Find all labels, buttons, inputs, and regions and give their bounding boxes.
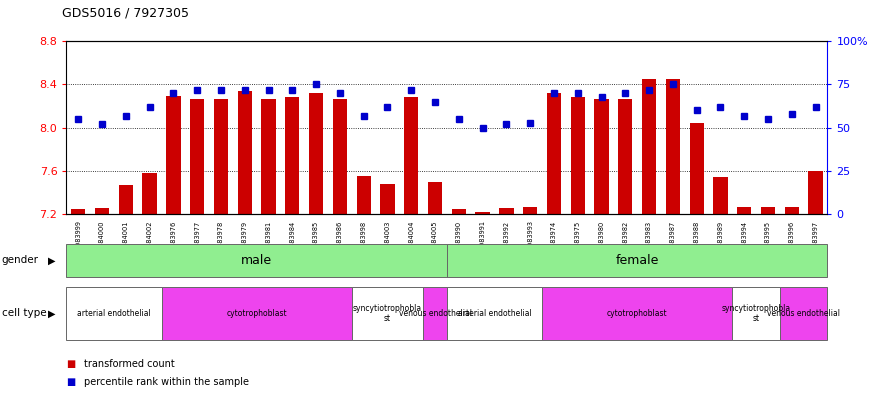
Bar: [237, 91, 252, 214]
Bar: [357, 176, 371, 214]
Bar: [309, 93, 323, 214]
Bar: [190, 99, 204, 214]
Bar: [523, 207, 537, 214]
Text: arterial endothelial: arterial endothelial: [458, 309, 531, 318]
Text: syncytiotrophobla
st: syncytiotrophobla st: [721, 304, 790, 323]
Text: arterial endothelial: arterial endothelial: [77, 309, 150, 318]
Text: transformed count: transformed count: [84, 358, 175, 369]
Bar: [737, 207, 751, 214]
Text: female: female: [615, 254, 659, 267]
Bar: [423, 287, 447, 340]
Bar: [404, 97, 419, 214]
Bar: [542, 287, 733, 340]
Text: ■: ■: [66, 358, 75, 369]
Text: syncytiotrophobla
st: syncytiotrophobla st: [353, 304, 422, 323]
Bar: [66, 244, 447, 277]
Bar: [95, 208, 109, 214]
Bar: [261, 99, 276, 214]
Bar: [785, 207, 799, 214]
Bar: [119, 185, 133, 214]
Bar: [381, 184, 395, 214]
Bar: [428, 182, 442, 214]
Text: cytotrophoblast: cytotrophoblast: [227, 309, 287, 318]
Text: male: male: [241, 254, 273, 267]
Bar: [547, 93, 561, 214]
Bar: [761, 207, 775, 214]
Bar: [451, 209, 466, 214]
Bar: [618, 99, 633, 214]
Bar: [642, 79, 656, 214]
Bar: [142, 173, 157, 214]
Bar: [71, 209, 85, 214]
Bar: [285, 97, 299, 214]
Text: cell type: cell type: [2, 309, 46, 318]
Text: gender: gender: [2, 255, 39, 265]
Bar: [214, 99, 228, 214]
Text: venous endothelial: venous endothelial: [767, 309, 840, 318]
Bar: [666, 79, 680, 214]
Bar: [475, 212, 489, 214]
Text: percentile rank within the sample: percentile rank within the sample: [84, 377, 249, 387]
Bar: [499, 208, 513, 214]
Text: ▶: ▶: [48, 309, 55, 318]
Bar: [571, 97, 585, 214]
Bar: [780, 287, 827, 340]
Bar: [595, 99, 609, 214]
Bar: [447, 287, 542, 340]
Bar: [809, 171, 823, 214]
Bar: [161, 287, 352, 340]
Text: ■: ■: [66, 377, 75, 387]
Text: cytotrophoblast: cytotrophoblast: [607, 309, 667, 318]
Bar: [166, 96, 181, 214]
Text: ▶: ▶: [48, 255, 55, 265]
Bar: [352, 287, 423, 340]
Bar: [447, 244, 827, 277]
Text: GDS5016 / 7927305: GDS5016 / 7927305: [62, 7, 189, 20]
Bar: [733, 287, 780, 340]
Text: venous endothelial: venous endothelial: [398, 309, 472, 318]
Bar: [713, 177, 727, 214]
Bar: [333, 99, 347, 214]
Bar: [66, 287, 161, 340]
Bar: [689, 123, 704, 214]
